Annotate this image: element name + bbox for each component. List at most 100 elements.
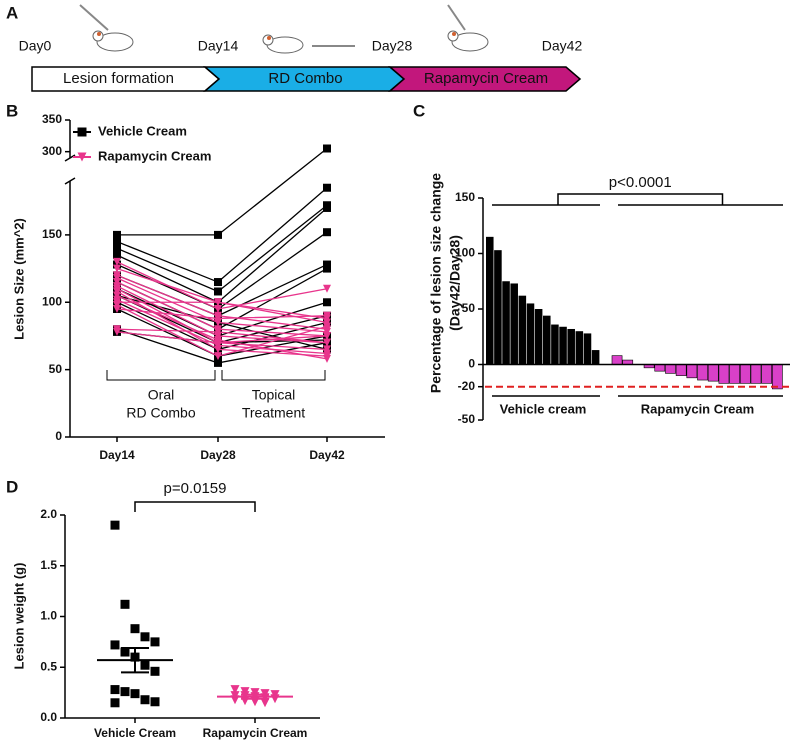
y-tick-label: 0.5: [40, 659, 57, 673]
y-axis-label: (Day42/Day28): [447, 235, 463, 331]
bracket: [106, 370, 216, 381]
y-axis-label: Lesion Size (mm^2): [11, 218, 26, 340]
phase-label: Lesion formation: [63, 70, 174, 87]
subject-line: [116, 231, 328, 310]
group-label: Vehicle cream: [500, 401, 587, 416]
phase-arrow: [387, 66, 582, 92]
y-tick-label: 100: [42, 294, 62, 308]
marker: [110, 520, 120, 530]
marker: [260, 698, 270, 708]
phase-label: RD Combo: [268, 70, 342, 87]
significance-label: p<0.0001: [609, 174, 672, 191]
marker: [140, 695, 150, 705]
bar: [686, 364, 698, 379]
marker: [113, 230, 121, 239]
annotation: Oral: [148, 387, 174, 403]
day-label: Day0: [19, 38, 52, 54]
bar: [534, 309, 543, 365]
y-tick-label: 100: [455, 246, 475, 260]
y-tick-label: -50: [458, 412, 476, 426]
panel-label: A: [6, 3, 18, 22]
marker: [113, 274, 121, 283]
bar: [761, 364, 773, 384]
bar: [739, 364, 751, 384]
marker: [120, 647, 130, 657]
legend-marker: [77, 127, 87, 137]
marker: [240, 691, 250, 701]
phase-label: Rapamycin Cream: [424, 70, 548, 87]
bar: [575, 331, 584, 365]
marker: [150, 697, 160, 707]
marker: [323, 284, 331, 293]
legend-label: Vehicle Cream: [98, 123, 187, 138]
bracket: [221, 370, 326, 381]
marker: [323, 260, 331, 269]
panel-label: B: [6, 101, 18, 120]
group-label: Rapamycin Cream: [641, 401, 754, 416]
marker: [140, 632, 150, 642]
significance-bracket: [557, 193, 724, 205]
bar: [750, 364, 762, 384]
marker: [113, 264, 121, 273]
marker: [113, 305, 121, 313]
annotation: Topical: [252, 387, 296, 403]
y-tick-label: 0: [55, 429, 62, 443]
bar: [697, 364, 708, 381]
bar: [583, 333, 592, 365]
marker: [270, 694, 280, 704]
marker: [214, 331, 222, 340]
marker: [323, 322, 331, 331]
mouse-icon: [79, 4, 489, 54]
marker: [214, 327, 222, 336]
marker: [214, 345, 222, 354]
y-tick-label: 350: [42, 112, 62, 126]
marker: [113, 327, 121, 336]
marker: [120, 687, 130, 697]
marker: [110, 685, 120, 695]
bar: [518, 295, 527, 365]
x-tick-label: Rapamycin Cream: [203, 726, 308, 740]
x-tick-label: Day42: [309, 448, 345, 462]
bar: [559, 326, 567, 365]
marker: [214, 298, 222, 307]
marker: [214, 318, 222, 327]
y-tick-label: 2.0: [40, 507, 57, 521]
bar: [543, 315, 551, 365]
bar: [526, 303, 535, 365]
marker: [110, 640, 120, 650]
bar: [551, 324, 559, 365]
marker: [323, 318, 331, 327]
marker: [230, 685, 240, 695]
marker: [323, 311, 331, 320]
marker: [120, 599, 130, 609]
significance-label: p=0.0159: [164, 480, 227, 497]
marker: [323, 338, 331, 347]
y-tick-label: 50: [462, 301, 476, 315]
marker: [214, 287, 222, 296]
bar: [718, 364, 730, 384]
x-tick-label: Day28: [200, 448, 236, 462]
y-tick-label: 300: [42, 144, 62, 158]
bar: [502, 281, 510, 365]
day-label: Day42: [542, 38, 583, 54]
marker: [113, 287, 121, 296]
axis-break: [64, 177, 76, 185]
marker: [323, 349, 331, 358]
marker: [323, 203, 331, 212]
marker: [130, 624, 140, 634]
y-tick-label: 1.5: [40, 558, 57, 572]
marker: [113, 251, 121, 260]
marker: [113, 291, 121, 300]
marker: [150, 637, 160, 647]
marker: [140, 660, 150, 670]
error-bar: [241, 693, 269, 700]
marker: [150, 666, 160, 676]
marker: [323, 327, 331, 336]
bar: [665, 364, 676, 374]
marker: [323, 331, 331, 340]
x-tick-label: Day14: [99, 448, 135, 462]
y-tick-label: 150: [42, 227, 62, 241]
marker: [214, 230, 222, 239]
bar: [729, 364, 740, 384]
